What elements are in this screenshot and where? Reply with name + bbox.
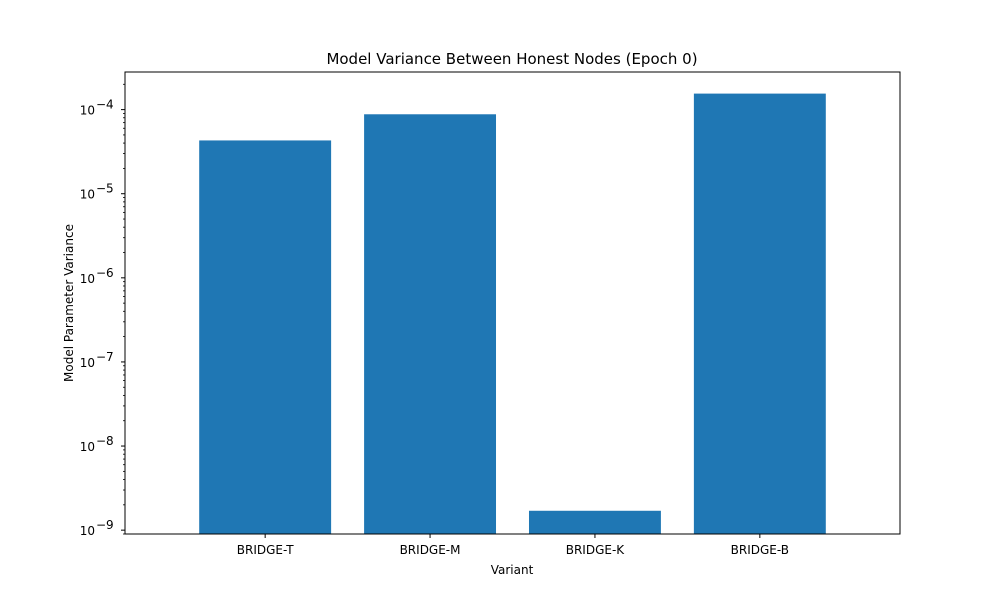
y-tick-label: 10 (80, 188, 95, 202)
bar-bridge-k (528, 510, 661, 534)
y-tick-label: 10 (80, 356, 95, 370)
bar-bridge-m (364, 114, 497, 535)
bars-group (199, 93, 826, 535)
x-axis-ticks: BRIDGE-T BRIDGE-M BRIDGE-K BRIDGE-B (237, 534, 789, 557)
y-tick-exponent: −8 (96, 434, 114, 448)
y-tick-exponent: −6 (96, 266, 114, 280)
y-axis-ticks: 10−910−810−710−610−510−4 (80, 83, 125, 538)
y-axis-label: Model Parameter Variance (62, 224, 76, 382)
y-tick-exponent: −7 (96, 350, 114, 364)
bar-bridge-b (693, 93, 826, 535)
chart-title: Model Variance Between Honest Nodes (Epo… (326, 50, 697, 68)
y-tick-exponent: −9 (96, 518, 114, 532)
y-tick-exponent: −5 (96, 182, 114, 196)
x-axis-label: Variant (491, 563, 534, 577)
y-tick-label: 10 (80, 272, 95, 286)
x-tick-label: BRIDGE-T (237, 543, 294, 557)
y-tick-label: 10 (80, 524, 95, 538)
x-tick-label: BRIDGE-K (566, 543, 626, 557)
x-tick-label: BRIDGE-B (731, 543, 789, 557)
plot-frame (124, 71, 901, 535)
y-tick-exponent: −4 (96, 98, 114, 112)
x-tick-label: BRIDGE-M (400, 543, 461, 557)
bar-bridge-t (199, 140, 332, 534)
y-tick-label: 10 (80, 440, 95, 454)
y-tick-label: 10 (80, 104, 95, 118)
